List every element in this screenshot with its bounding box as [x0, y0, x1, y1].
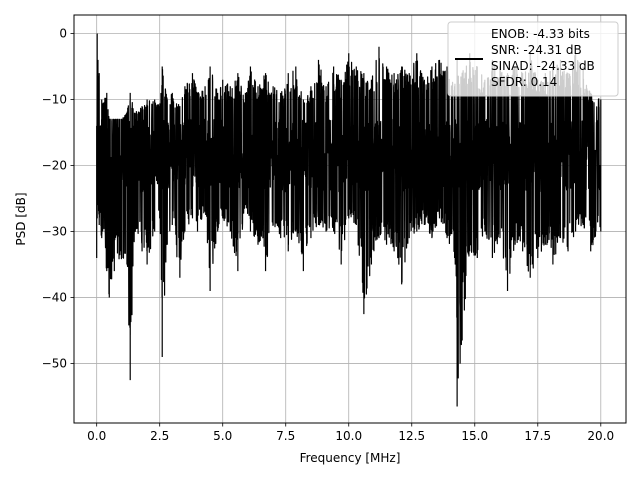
- legend-box: [447, 21, 619, 97]
- y-tick-labels: 0 −10 −20 −30 −40 −50: [42, 26, 67, 370]
- legend-line-4: SFDR: 0.14: [491, 75, 557, 89]
- x-tick-label: 10.0: [335, 429, 362, 443]
- y-tick-label: −30: [42, 225, 67, 239]
- x-tick-label: 7.5: [276, 429, 295, 443]
- x-tick-label: 12.5: [398, 429, 425, 443]
- legend: ENOB: -4.33 bits SNR: -24.31 dB SINAD: -24…: [447, 21, 619, 97]
- legend-line-3: SINAD: -24.33 dB: [491, 59, 595, 73]
- y-tick-label: −50: [42, 357, 67, 371]
- x-tick-labels: 0.0 2.5 5.0 7.5 10.0 12.5 15.0 17.5 20.0: [87, 429, 614, 443]
- x-tick-label: 17.5: [524, 429, 551, 443]
- y-tick-label: −40: [42, 291, 67, 305]
- legend-label: ENOB: -4.33 bits SNR: -24.31 dB SINAD: -24…: [491, 27, 595, 89]
- y-tick-label: −20: [42, 159, 67, 173]
- x-axis-label: Frequency [MHz]: [300, 451, 401, 465]
- x-tick-label: 5.0: [213, 429, 232, 443]
- x-tick-label: 15.0: [461, 429, 488, 443]
- x-tick-label: 2.5: [150, 429, 169, 443]
- x-tick-label: 0.0: [87, 429, 106, 443]
- y-tick-label: 0: [59, 26, 67, 40]
- y-tick-label: −10: [42, 93, 67, 107]
- tick-marks: [70, 33, 602, 427]
- psd-trace: [96, 33, 602, 407]
- x-tick-label: 20.0: [587, 429, 614, 443]
- legend-line-2: SNR: -24.31 dB: [491, 43, 582, 57]
- axes-frame: [73, 14, 627, 424]
- psd-series-black: [96, 33, 602, 407]
- legend-line-1: ENOB: -4.33 bits: [491, 27, 590, 41]
- y-axis-label: PSD [dB]: [14, 192, 28, 245]
